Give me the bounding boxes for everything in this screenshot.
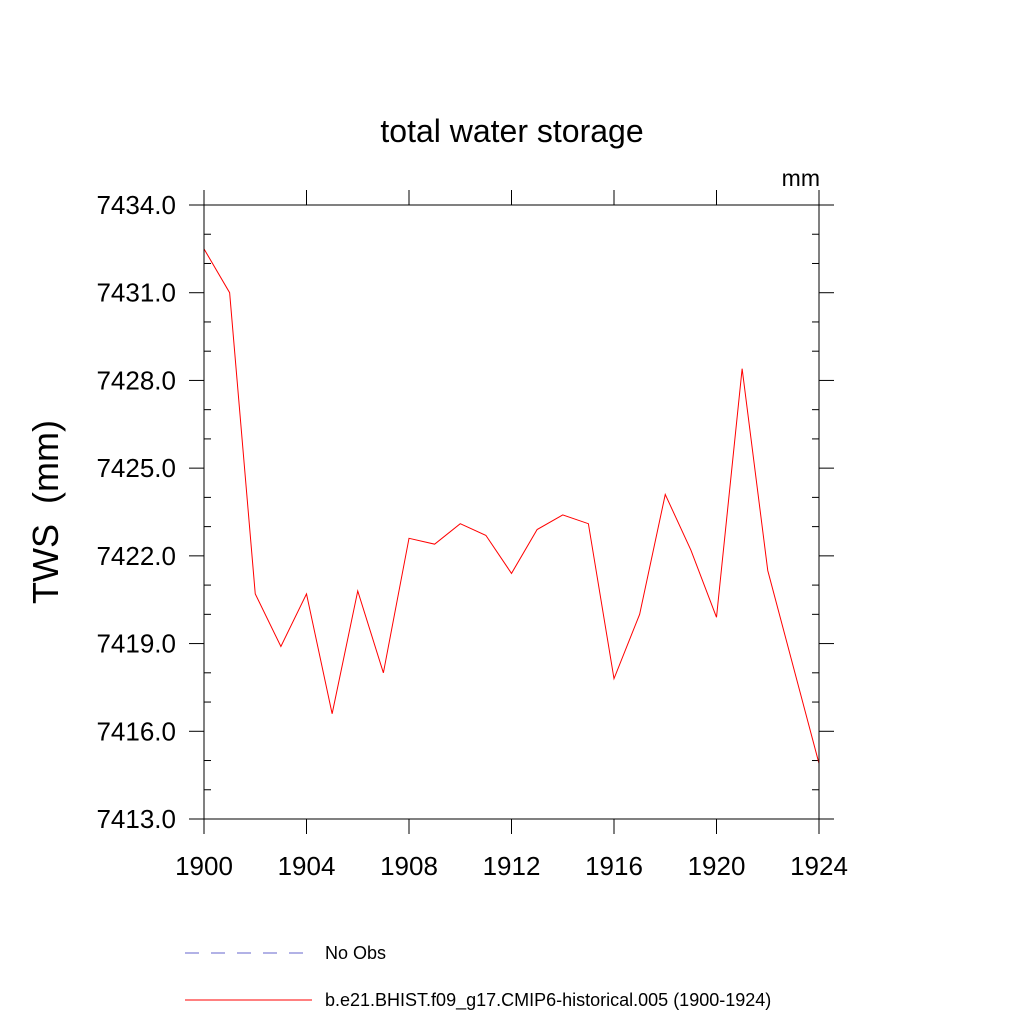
axes [189,190,834,834]
legend-label-no-obs: No Obs [325,943,386,963]
y-tick-label: 7419.0 [96,629,176,659]
units-label: mm [782,165,820,191]
x-tick-label: 1920 [688,851,746,881]
chart-title: total water storage [380,113,643,149]
y-tick-label: 7431.0 [96,278,176,308]
legend-label-model: b.e21.BHIST.f09_g17.CMIP6-historical.005… [325,990,771,1011]
series-line-0 [203,248,820,764]
x-tick-label: 1900 [175,851,233,881]
y-tick-label: 7413.0 [96,804,176,834]
y-tick-label: 7422.0 [96,541,176,571]
x-tick-label: 1912 [483,851,541,881]
x-tick-label: 1924 [790,851,848,881]
y-tick-label: 7416.0 [96,716,176,746]
x-tick-label: 1908 [380,851,438,881]
y-tick-label: 7428.0 [96,365,176,395]
y-tick-label: 7434.0 [96,190,176,220]
y-tick-label: 7425.0 [96,453,176,483]
tick-labels: 1900 1904 1908 1912 1916 1920 1924 7413.0 7416.0… [96,190,847,881]
legend: No Obs b.e21.BHIST.f09_g17.CMIP6-histori… [185,943,771,1011]
plot-frame [203,204,820,820]
series-layer [203,248,820,764]
x-tick-label: 1904 [278,851,336,881]
y-axis-label: TWS (mm) [25,420,66,604]
x-tick-label: 1916 [585,851,643,881]
